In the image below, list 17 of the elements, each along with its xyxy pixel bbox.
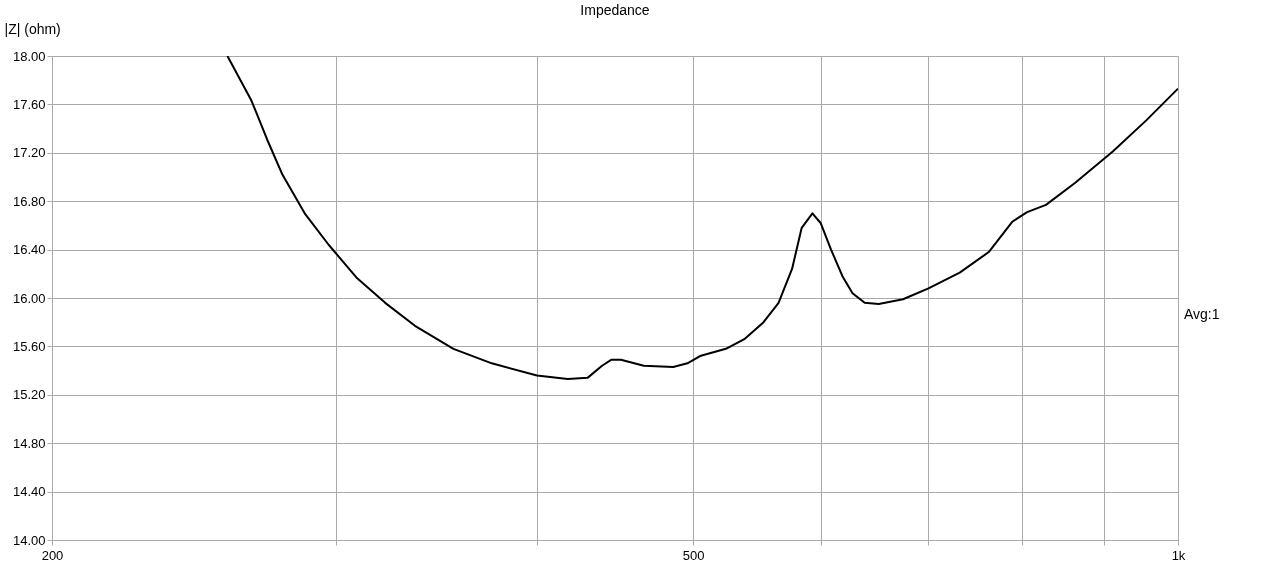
text: Avg:1 bbox=[1184, 306, 1220, 322]
y-tick-label: 16.40 bbox=[12, 242, 46, 258]
chart-title: Impedance bbox=[580, 2, 650, 18]
x-tick-label: 200 bbox=[41, 547, 64, 563]
y-tick-label: 15.60 bbox=[12, 338, 46, 354]
y-axis-title: |Z| (ohm) bbox=[4, 20, 61, 37]
y-tick-label: 16.00 bbox=[12, 290, 46, 306]
y-tick-label: 14.80 bbox=[12, 435, 46, 451]
y-tick-label: 17.60 bbox=[12, 96, 46, 112]
x-tick-label: 1k bbox=[1171, 547, 1186, 563]
x-tick-label: 500 bbox=[682, 547, 705, 563]
y-tick-label: 16.80 bbox=[12, 193, 46, 209]
y-tick-label: 14.00 bbox=[12, 532, 46, 548]
y-tick-label: 14.40 bbox=[12, 484, 46, 500]
y-tick-label: 18.00 bbox=[12, 48, 46, 64]
y-tick-label: 17.20 bbox=[12, 145, 46, 161]
y-tick-label: 15.20 bbox=[12, 387, 46, 403]
